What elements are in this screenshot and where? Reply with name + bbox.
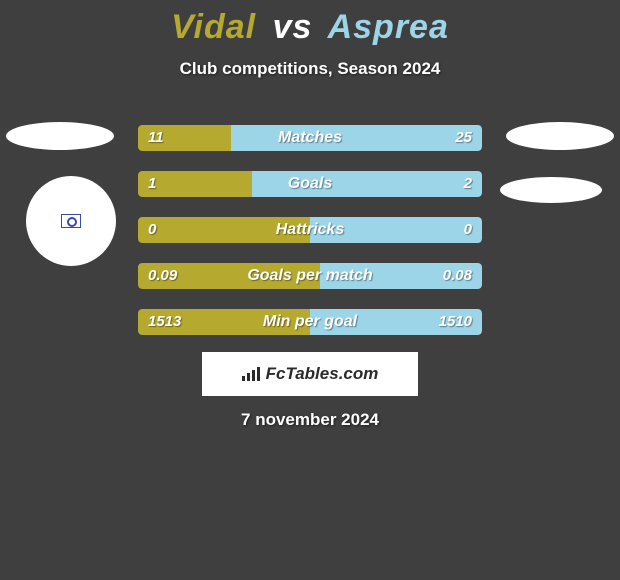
stat-label: Goals per match	[138, 263, 482, 289]
bar-chart-icon	[242, 367, 260, 381]
stat-row: 1125Matches	[138, 125, 482, 151]
player2-ellipse-placeholder-2	[500, 177, 602, 203]
stat-label: Matches	[138, 125, 482, 151]
subtitle: Club competitions, Season 2024	[0, 59, 620, 79]
stat-label: Hattricks	[138, 217, 482, 243]
player1-avatar-circle	[26, 176, 116, 266]
comparison-title: Vidal vs Asprea	[0, 0, 620, 47]
date-text: 7 november 2024	[0, 410, 620, 430]
player2-name: Asprea	[328, 8, 449, 46]
stat-row: 15131510Min per goal	[138, 309, 482, 335]
player1-name: Vidal	[171, 8, 256, 46]
stat-row: 0.090.08Goals per match	[138, 263, 482, 289]
player1-ellipse-placeholder	[6, 122, 114, 150]
logo-text: FcTables.com	[266, 364, 379, 384]
stat-label: Goals	[138, 171, 482, 197]
stat-label: Min per goal	[138, 309, 482, 335]
stat-row: 12Goals	[138, 171, 482, 197]
vs-text: vs	[273, 8, 313, 46]
flag-icon	[61, 214, 81, 228]
fctables-logo: FcTables.com	[202, 352, 418, 396]
player2-ellipse-placeholder	[506, 122, 614, 150]
stat-row: 00Hattricks	[138, 217, 482, 243]
stat-rows-container: 1125Matches 12Goals 00Hattricks 0.090.08Goa…	[138, 125, 482, 355]
